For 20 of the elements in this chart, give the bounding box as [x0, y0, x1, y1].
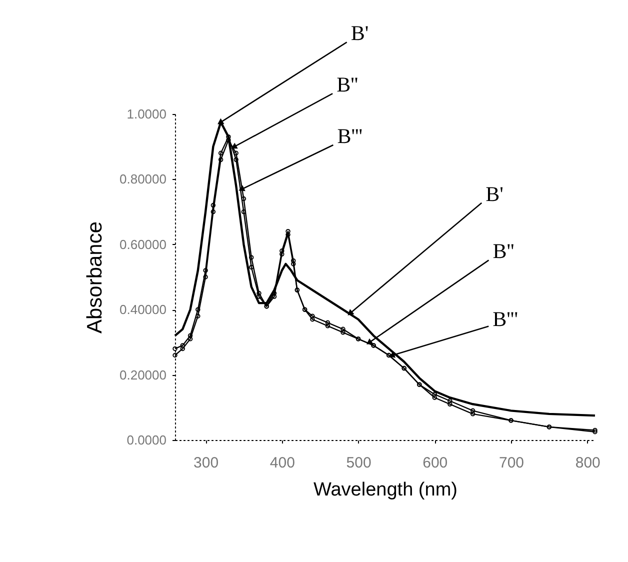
annotation: B'': [492, 239, 514, 264]
y-tick-label: 0.80000: [120, 172, 166, 187]
x-tick-label: 500: [346, 454, 372, 472]
y-tick-label: 0.60000: [120, 236, 166, 252]
x-tick-label: 400: [270, 454, 295, 472]
y-axis-title: Absorbance: [84, 221, 107, 334]
annotation: B''': [492, 307, 518, 332]
y-tick-label: 1.0000: [126, 106, 166, 122]
y-tick-label: 0.0000: [126, 432, 166, 448]
x-tick-label: 300: [194, 454, 219, 472]
x-tick-label: 600: [422, 454, 448, 472]
x-axis-title: Wavelength (nm): [314, 480, 458, 500]
y-tick-label: 0.40000: [120, 302, 166, 318]
y-tick-label: 0.20000: [120, 367, 166, 382]
annotation: B': [350, 21, 369, 46]
x-tick-label: 800: [575, 454, 600, 472]
annotation: B'': [336, 72, 358, 97]
annotation: B''': [337, 124, 363, 148]
annotation: B': [486, 182, 504, 206]
x-tick-label: 700: [498, 454, 524, 472]
